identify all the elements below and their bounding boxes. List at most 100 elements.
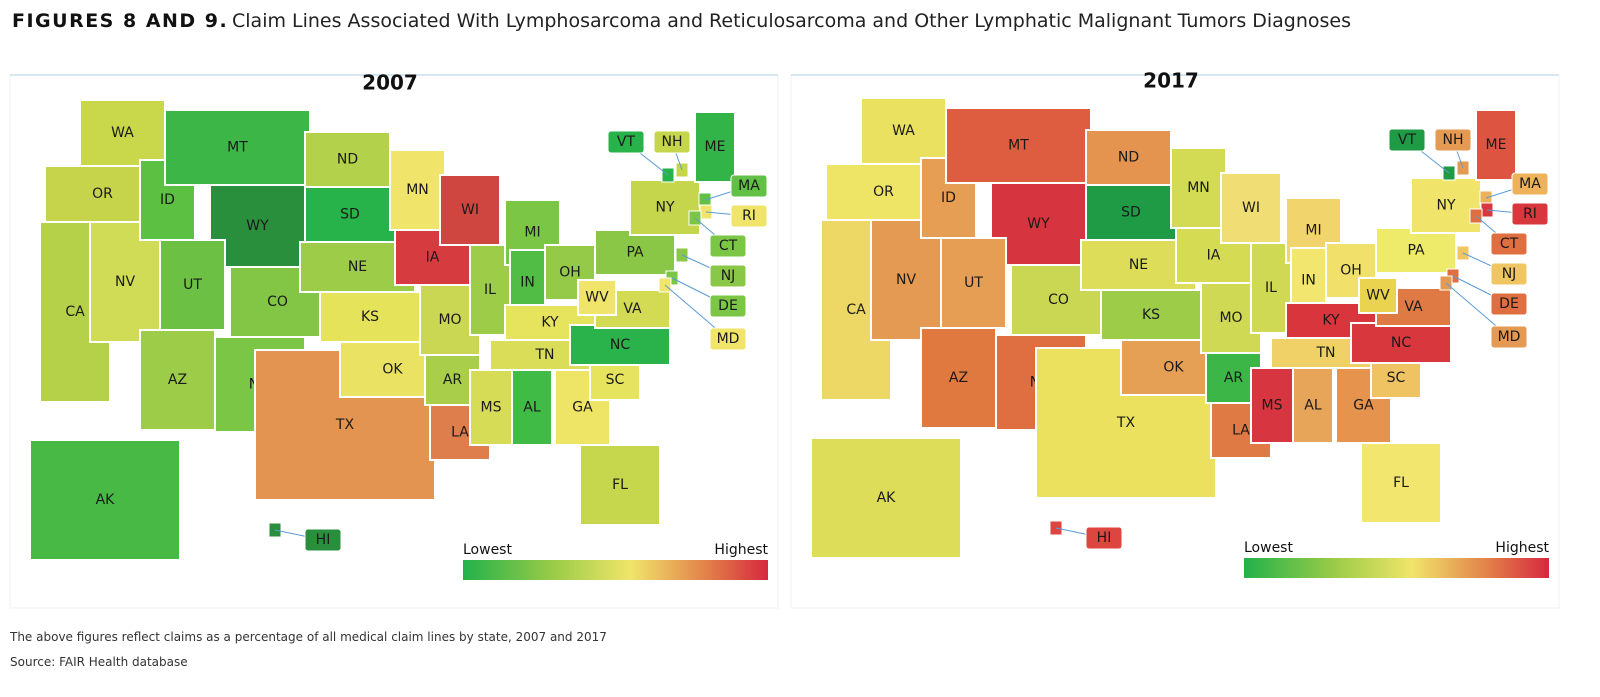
state-box: [1388, 128, 1426, 152]
state: [694, 111, 736, 183]
state-label: SD: [340, 207, 360, 223]
state-label: OH: [559, 265, 581, 281]
state-label: NE: [1129, 257, 1148, 273]
state-label: WA: [892, 123, 915, 139]
state-label: NH: [662, 134, 683, 150]
state-label: DE: [718, 298, 738, 314]
state: [1175, 227, 1252, 284]
state: [860, 97, 947, 165]
state-label: ME: [1486, 137, 1507, 153]
state-label: HI: [1097, 530, 1112, 546]
state-label: NV: [115, 274, 135, 290]
state-label: KY: [541, 315, 559, 331]
state-label: AZ: [168, 372, 187, 388]
state-box: [730, 174, 768, 198]
state-box: [1490, 262, 1528, 286]
state-label: ME: [705, 139, 726, 155]
legend-low: Lowest: [463, 542, 512, 558]
state-label: IN: [1301, 273, 1316, 289]
state-label: NJ: [721, 268, 736, 284]
state-label: RI: [742, 208, 756, 224]
state: [1360, 442, 1442, 524]
state-box: [730, 204, 768, 228]
state-label: TX: [1116, 415, 1136, 431]
state-label: KS: [1142, 307, 1160, 323]
state-label: VT: [1398, 132, 1417, 148]
state-label: KY: [1322, 313, 1340, 329]
state-label: TN: [1315, 345, 1335, 361]
state-label: RI: [1523, 206, 1537, 222]
state-label: IL: [484, 282, 496, 298]
state: [469, 244, 511, 336]
state-label: CT: [719, 238, 738, 254]
state-label: WV: [585, 290, 609, 306]
state-label: OH: [1340, 263, 1362, 279]
state-label: NY: [1436, 198, 1455, 214]
state-label: OR: [873, 184, 894, 200]
figure-label: FIGURES 8 AND 9.: [12, 10, 228, 32]
state-label: MD: [717, 331, 740, 347]
state-label: GA: [1353, 398, 1374, 414]
state: [1475, 109, 1517, 181]
state: [469, 369, 513, 446]
state-label: AK: [96, 492, 116, 508]
state-label: CA: [846, 302, 866, 318]
state: [1085, 129, 1172, 186]
state-label: UT: [183, 277, 202, 293]
state-label: SC: [606, 372, 625, 388]
state-label: VA: [623, 301, 642, 317]
state-label: NV: [896, 272, 916, 288]
state: [594, 229, 676, 276]
footnote: The above figures reflect claims as a pe…: [9, 630, 607, 644]
state-label: WI: [1242, 200, 1260, 216]
state-label: NH: [1443, 132, 1464, 148]
state-label: FL: [612, 477, 628, 493]
state: [1350, 322, 1452, 364]
state-box: [653, 130, 691, 154]
state-label: MN: [406, 182, 429, 198]
state-label: LA: [451, 425, 469, 441]
state-label: AR: [1224, 370, 1244, 386]
state-box: [1511, 202, 1549, 226]
state-label: VA: [1404, 299, 1423, 315]
state-box: [1490, 232, 1528, 256]
state-label: NE: [348, 259, 367, 275]
state-label: MN: [1187, 180, 1210, 196]
state-label: WV: [1366, 288, 1390, 304]
state-label: TX: [335, 417, 355, 433]
state-label: LA: [1232, 423, 1250, 439]
state-label: SD: [1121, 205, 1141, 221]
state-label: AL: [1304, 398, 1322, 414]
state-box: [709, 234, 747, 258]
state-label: NJ: [1502, 266, 1517, 282]
state-label: CO: [267, 294, 288, 310]
state-label: MS: [481, 400, 502, 416]
state-label: PA: [626, 245, 644, 261]
state-box: [304, 528, 342, 552]
state-label: MS: [1262, 398, 1283, 414]
state-box: [1434, 128, 1472, 152]
state: [439, 174, 501, 246]
state-label: NC: [610, 337, 630, 353]
state-label: IN: [520, 275, 535, 291]
state: [920, 327, 997, 429]
legend-bar: [1244, 558, 1549, 578]
figure-title: Claim Lines Associated With Lymphosarcom…: [232, 10, 1351, 32]
state-label: DE: [1499, 296, 1519, 312]
state-label: ID: [941, 190, 956, 206]
state-label: HI: [316, 532, 331, 548]
state-label: FL: [1393, 475, 1409, 491]
state-box: [1490, 325, 1528, 349]
state-box: [1085, 526, 1123, 550]
state-label: MO: [438, 312, 461, 328]
state-box: [1490, 292, 1528, 316]
state-label: OK: [382, 362, 403, 378]
state-label: VT: [617, 134, 636, 150]
source: Source: FAIR Health database: [10, 655, 188, 669]
state: [870, 219, 942, 341]
state-label: SC: [1387, 370, 1406, 386]
state: [1370, 357, 1422, 399]
state-label: KS: [361, 309, 379, 325]
state: [1292, 367, 1334, 444]
